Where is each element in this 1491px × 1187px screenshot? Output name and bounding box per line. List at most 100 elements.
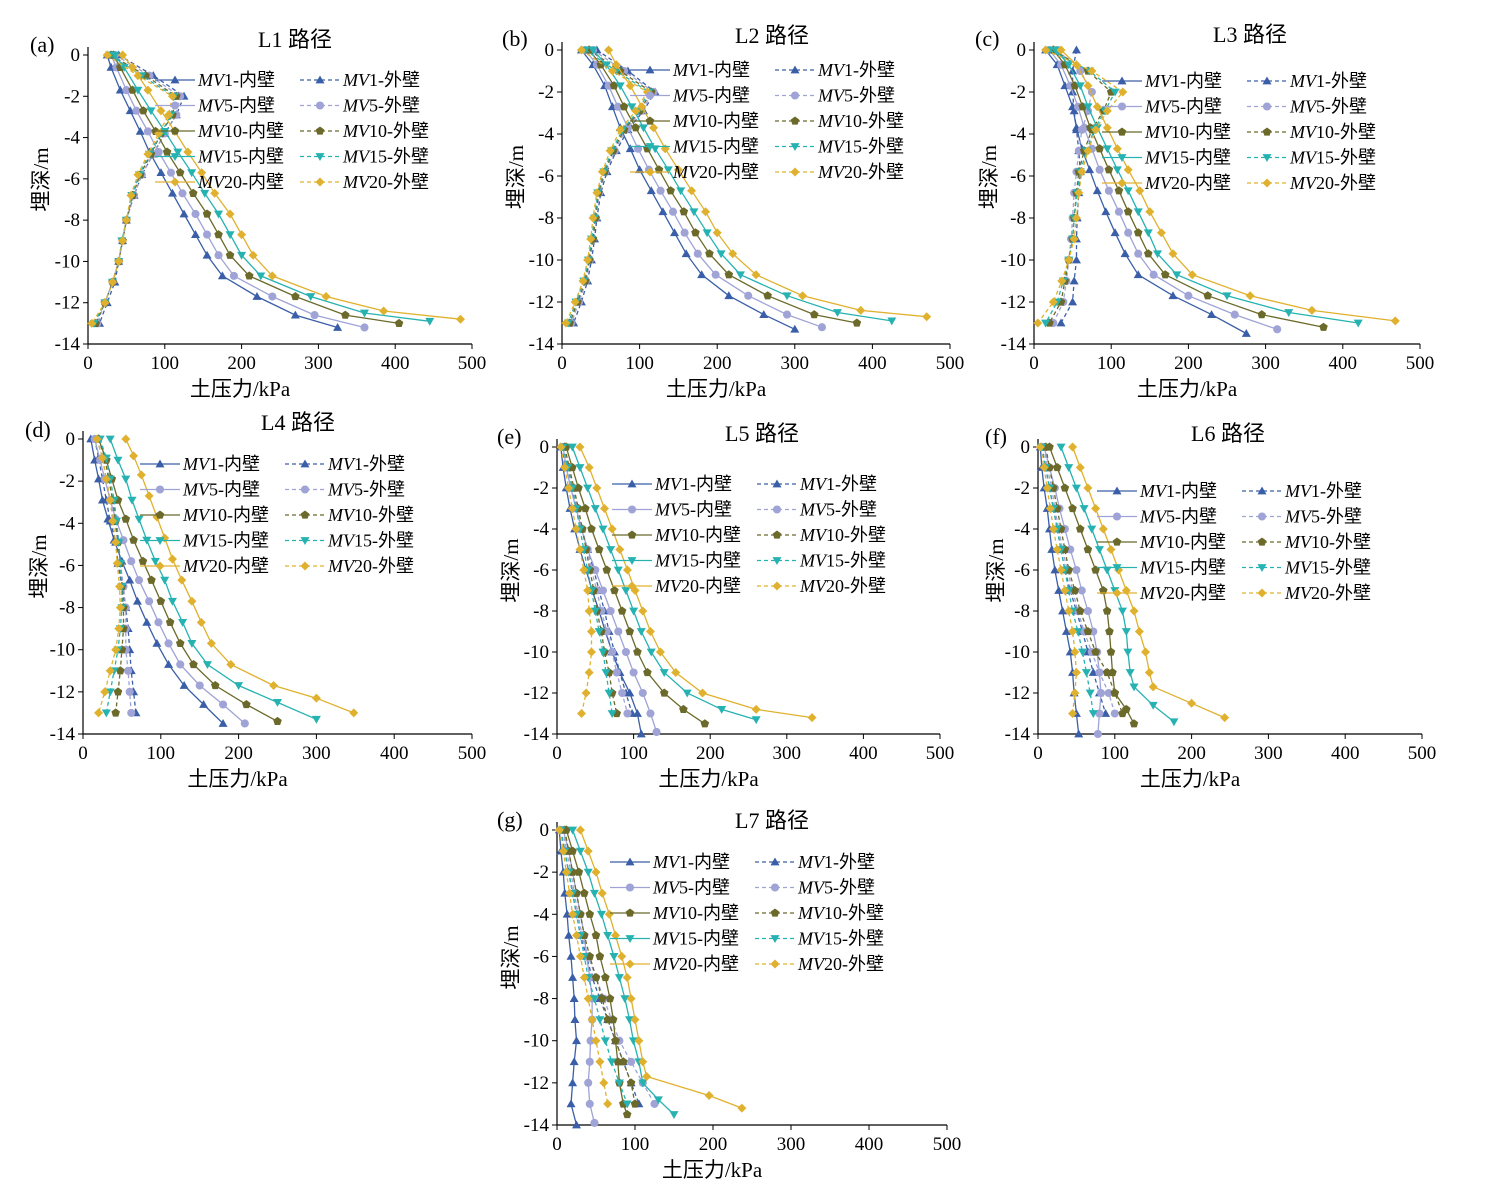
- legend-marker: [1112, 512, 1122, 521]
- legend-label: MV1-内壁: [654, 474, 732, 494]
- data-point: [604, 689, 614, 698]
- data-point: [273, 699, 282, 707]
- data-point: [1056, 565, 1066, 575]
- data-point: [646, 186, 656, 195]
- legend-marker: [1257, 486, 1267, 495]
- legend-label: MV5-内壁: [1139, 507, 1217, 527]
- y-tick-label: -10: [55, 251, 80, 272]
- legend-label: MV10-外壁: [797, 903, 884, 923]
- data-point: [577, 709, 587, 718]
- data-point: [156, 106, 166, 116]
- data-point: [1273, 325, 1282, 334]
- data-point: [164, 659, 174, 668]
- data-point: [603, 1099, 613, 1109]
- data-point: [660, 144, 670, 154]
- data-point: [111, 645, 121, 655]
- data-point: [608, 1015, 618, 1024]
- legend-marker: [790, 65, 800, 74]
- data-point: [1061, 627, 1071, 635]
- legend-label: MV15-内壁: [1144, 148, 1231, 168]
- data-point: [671, 668, 681, 677]
- data-point: [1144, 668, 1154, 677]
- legend-label: MV15-外壁: [342, 147, 429, 167]
- legend-item: MV10-外壁: [755, 903, 884, 923]
- series-MV20-外壁: [1033, 45, 1128, 328]
- legend-item: MV5-内壁: [610, 878, 730, 898]
- legend-item: MV5-外壁: [775, 86, 895, 106]
- data-point: [607, 524, 617, 534]
- legend-marker: [770, 935, 780, 943]
- y-tick-label: -8: [64, 210, 80, 231]
- data-point: [807, 713, 817, 723]
- data-point: [1048, 524, 1058, 534]
- data-point: [591, 1036, 601, 1046]
- x-tick-label: 100: [1101, 743, 1130, 764]
- y-tick-label: -8: [1010, 208, 1026, 229]
- data-point: [256, 272, 266, 281]
- panel-6: 0 100 200 300 400 500 0 -2 -4 -6 -8 -10 -12 -14 土压力/kP…: [497, 807, 961, 1182]
- data-point: [711, 270, 720, 279]
- legend-marker: [645, 143, 655, 151]
- data-point: [115, 85, 125, 94]
- data-point: [570, 1015, 580, 1024]
- legend-marker: [1257, 588, 1267, 598]
- y-tick-label: -6: [59, 555, 75, 576]
- legend-marker: [772, 557, 782, 565]
- data-point: [133, 86, 143, 95]
- data-point: [1114, 207, 1123, 216]
- data-point: [1106, 545, 1116, 554]
- series-MV15-外壁: [556, 826, 632, 1109]
- data-point: [615, 545, 625, 554]
- panel-1: 0 100 200 300 400 500 0 -2 -4 -6 -8 -10 -12 -14 土压力/kP…: [502, 23, 964, 401]
- series-line: [1037, 49, 1124, 324]
- y-tick-label: 0: [66, 429, 76, 450]
- x-tick-label: 200: [1177, 743, 1206, 764]
- legend-marker: [625, 908, 635, 917]
- data-point: [108, 277, 118, 287]
- panel-5: 0 100 200 300 400 500 0 -2 -4 -6 -8 -10 -12 -14 土压力/kP…: [984, 421, 1436, 791]
- legend-marker: [1117, 154, 1127, 162]
- data-point: [759, 310, 769, 318]
- series-line: [91, 54, 174, 324]
- data-point: [187, 169, 197, 178]
- data-point: [105, 666, 115, 676]
- data-point: [599, 504, 609, 513]
- data-point: [191, 230, 201, 238]
- y-axis-title: 埋深/m: [977, 145, 1001, 209]
- data-point: [575, 545, 585, 554]
- legend-marker: [770, 883, 780, 892]
- panel-letter: (a): [30, 32, 54, 57]
- data-point: [1078, 648, 1088, 657]
- data-point: [679, 207, 689, 216]
- data-point: [311, 715, 321, 724]
- data-point: [645, 627, 655, 636]
- legend-marker: [790, 91, 800, 100]
- data-point: [625, 144, 635, 153]
- legend-label: MV1-外壁: [1289, 71, 1367, 91]
- legend-item: MV20-外壁: [300, 172, 429, 192]
- data-point: [125, 106, 135, 115]
- panel-letter: (g): [497, 807, 523, 832]
- data-point: [1085, 165, 1095, 174]
- legend-marker: [627, 505, 637, 514]
- data-point: [670, 228, 680, 237]
- data-point: [129, 535, 138, 544]
- legend-item: MV20-外壁: [757, 576, 886, 596]
- legend-marker: [315, 101, 325, 110]
- data-point: [1172, 271, 1182, 280]
- data-point: [218, 718, 228, 727]
- data-point: [1102, 668, 1112, 677]
- data-point: [554, 825, 564, 835]
- data-point: [1079, 505, 1089, 513]
- data-point: [763, 291, 772, 300]
- data-point: [564, 888, 574, 898]
- data-point: [625, 627, 635, 636]
- x-tick-label: 0: [78, 743, 88, 764]
- data-point: [1222, 292, 1232, 301]
- data-point: [1129, 606, 1139, 616]
- data-point: [575, 464, 585, 472]
- data-point: [586, 647, 596, 657]
- legend-label: MV20-内壁: [1144, 173, 1231, 193]
- data-point: [1102, 123, 1112, 133]
- legend-item: MV5-内壁: [140, 480, 260, 500]
